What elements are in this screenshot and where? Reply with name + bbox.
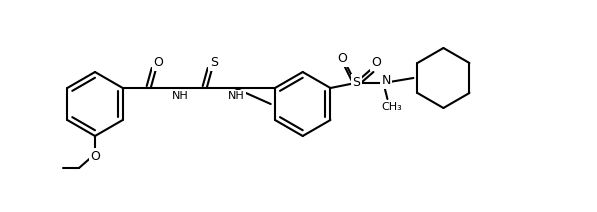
Text: NH: NH: [228, 91, 245, 101]
Text: O: O: [153, 57, 162, 70]
Text: NH: NH: [173, 91, 189, 101]
Text: S: S: [210, 57, 218, 70]
Text: S: S: [352, 75, 361, 88]
Text: O: O: [90, 149, 100, 163]
Text: CH₃: CH₃: [381, 102, 402, 112]
Text: O: O: [371, 57, 381, 70]
Text: O: O: [337, 53, 347, 66]
Text: N: N: [381, 74, 391, 88]
